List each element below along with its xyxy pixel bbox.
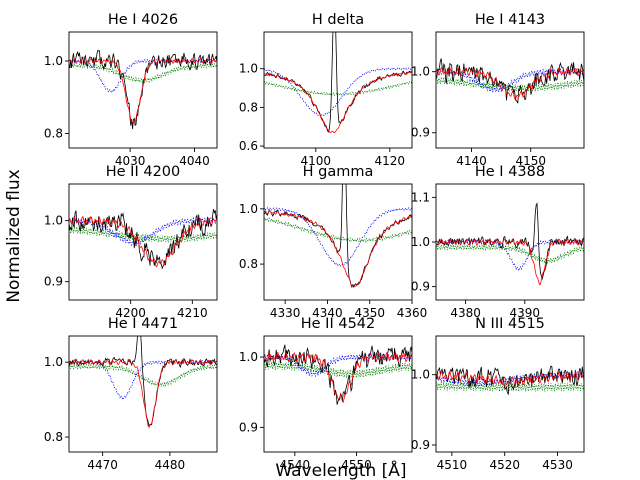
panel-title: He I 4143	[475, 12, 545, 28]
series-component-1	[69, 359, 217, 401]
y-tick-label: 0.9	[411, 126, 430, 140]
panel-title: H delta	[312, 12, 364, 28]
series-component-2	[264, 361, 412, 379]
x-tick-label: 4120	[375, 154, 406, 168]
series-observed	[264, 344, 412, 405]
x-tick-label: 4510	[437, 458, 468, 472]
panel-7: He I 4471 4470 4480 0.8 1.0	[44, 316, 218, 472]
panel-frame	[263, 31, 413, 149]
panel-3: He I 4143 4140 4150 0.9 1.0	[411, 12, 585, 168]
x-tick-label: 4360	[397, 306, 428, 320]
panel-5: H gamma 4330 4340 4350 4360 0.8 1.0	[239, 164, 428, 320]
x-tick-label: 4530	[542, 458, 573, 472]
series-model	[264, 351, 412, 404]
panel-title: He II 4200	[106, 164, 181, 180]
panel-frame	[263, 335, 413, 453]
panel-9: N III 4515 4510 4520 4530 0.9 1.0	[411, 316, 585, 472]
panel-1: He I 4026 4030 4040 0.8 1.0	[44, 12, 218, 168]
panel-4: He II 4200 4200 4210 0.9 1.0	[44, 164, 218, 320]
x-tick-label: 4200	[115, 306, 146, 320]
y-tick-label: 1.0	[411, 368, 430, 382]
y-tick-label: 1.0	[44, 355, 63, 369]
x-tick-label: 4150	[515, 154, 546, 168]
y-tick-label: 1.0	[239, 350, 258, 364]
x-tick-label: 4390	[510, 306, 541, 320]
panel-8: He II 4542 4540 4550 0.9 1.0	[239, 316, 413, 472]
x-tick-label: 4350	[354, 306, 385, 320]
panel-frame	[68, 183, 218, 301]
y-tick-label: 1.0	[411, 65, 430, 79]
panel-frame	[263, 183, 413, 301]
series-model	[436, 238, 584, 286]
series-component-1	[436, 370, 584, 388]
y-tick-label: 0.8	[44, 430, 63, 444]
series-component-2	[436, 243, 584, 265]
x-tick-label: 4520	[489, 458, 520, 472]
series-observed	[264, 184, 412, 289]
y-tick-label: 0.6	[239, 139, 258, 153]
series-component-2	[264, 80, 412, 97]
x-tick-label: 4030	[115, 154, 146, 168]
series-model	[69, 215, 217, 268]
series-component-1	[264, 67, 412, 117]
x-tick-label: 4040	[179, 154, 210, 168]
series-model	[436, 370, 584, 387]
x-tick-label: 4380	[450, 306, 481, 320]
y-tick-label: 1.1	[411, 190, 430, 204]
panel-title: H gamma	[303, 164, 374, 180]
panel-title: He I 4026	[108, 12, 178, 28]
series-observed	[69, 209, 217, 270]
panel-title: He I 4471	[108, 316, 178, 332]
x-tick-label: 4480	[155, 458, 186, 472]
y-tick-label: 1.0	[239, 62, 258, 76]
panels-group: He I 4026 4030 4040 0.8 1.0 H delta 4100 4120 0.…	[44, 12, 585, 472]
series-model	[264, 210, 412, 287]
y-tick-label: 0.9	[411, 438, 430, 452]
x-tick-label: 4100	[301, 154, 332, 168]
x-tick-label: 4140	[456, 154, 487, 168]
y-tick-label: 0.9	[44, 275, 63, 289]
y-tick-label: 0.9	[411, 280, 430, 294]
series-model	[264, 71, 412, 134]
series-component-2	[69, 62, 217, 84]
y-tick-label: 0.8	[239, 100, 258, 114]
x-tick-label: 4550	[341, 458, 372, 472]
panel-frame	[68, 31, 218, 149]
panel-2: H delta 4100 4120 0.6 0.8 1.0	[239, 12, 413, 168]
series-observed	[69, 49, 217, 130]
series-component-2	[69, 226, 217, 243]
panel-frame	[435, 335, 585, 453]
panel-frame	[435, 31, 585, 149]
y-tick-label: 1.0	[44, 214, 63, 228]
x-tick-label: 4330	[270, 306, 301, 320]
panel-6: He I 4388 4380 4390 0.9 1.0 1.1	[411, 164, 585, 320]
series-component-1	[264, 207, 412, 267]
series-component-2	[436, 381, 584, 392]
y-tick-label: 0.9	[239, 420, 258, 434]
panel-title: N III 4515	[475, 316, 545, 332]
x-tick-label: 4340	[312, 306, 343, 320]
y-tick-label: 1.0	[239, 202, 258, 216]
y-tick-label: 1.0	[44, 54, 63, 68]
x-axis-label: Wavelength [Å]	[275, 459, 406, 480]
x-tick-label: 4210	[177, 306, 208, 320]
x-tick-label: 4540	[280, 458, 311, 472]
panel-title: He II 4542	[301, 316, 376, 332]
y-tick-label: 0.8	[239, 257, 258, 271]
panel-frame	[68, 335, 218, 453]
y-tick-label: 0.8	[44, 127, 63, 141]
series-model	[69, 358, 217, 427]
x-tick-label: 4470	[87, 458, 118, 472]
series-model	[436, 66, 584, 101]
y-axis-label: Normalized flux	[4, 169, 24, 302]
panel-title: He I 4388	[475, 164, 545, 180]
series-observed	[436, 365, 584, 396]
y-tick-label: 1.0	[411, 235, 430, 249]
series-component-1	[436, 239, 584, 272]
series-model	[69, 57, 217, 124]
